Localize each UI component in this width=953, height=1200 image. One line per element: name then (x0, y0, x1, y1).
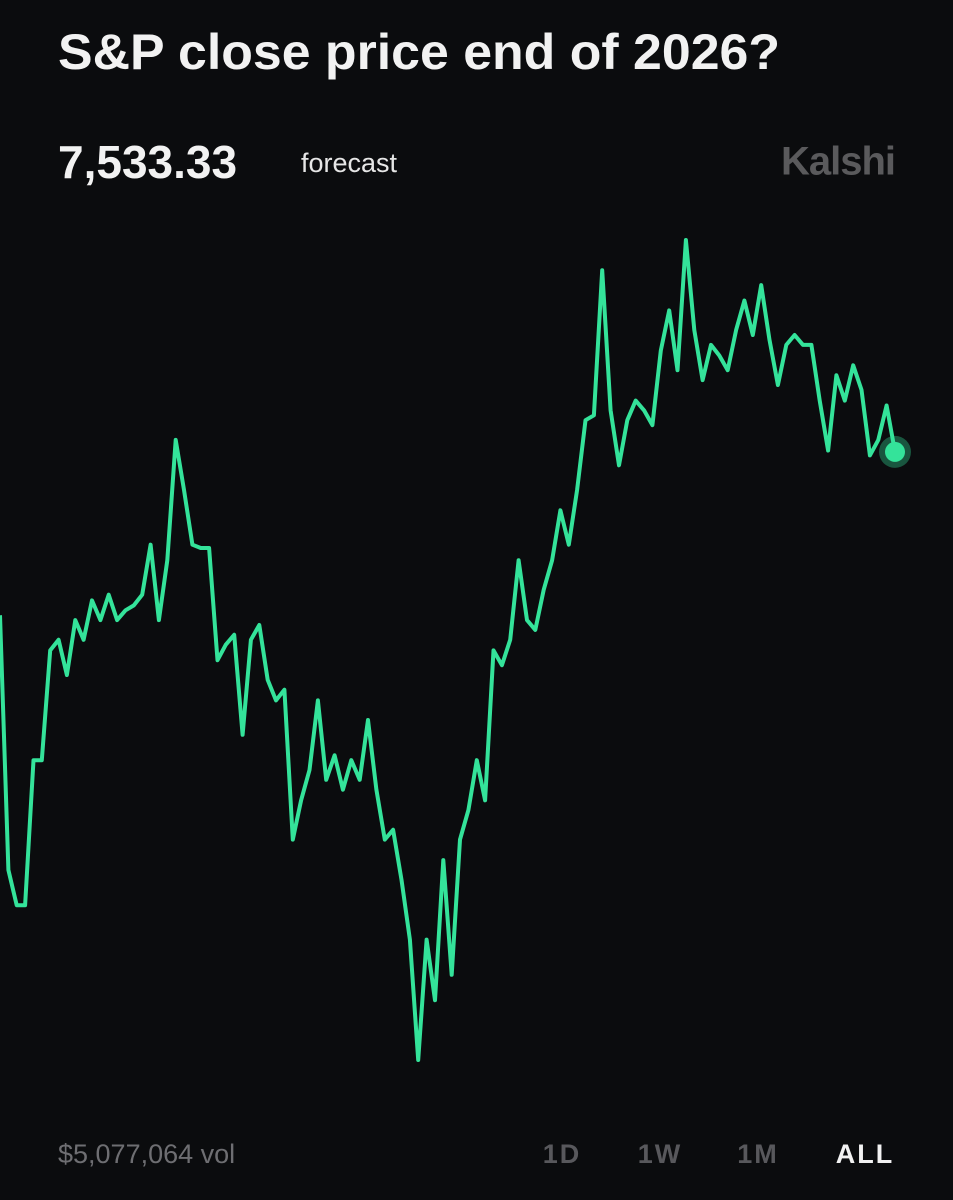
range-tab[interactable]: 1W (638, 1139, 683, 1169)
range-tabs: 1D 1W 1M ALL (543, 1139, 894, 1169)
brand: Kalshi (781, 140, 895, 184)
volume: $5,077,064 vol (58, 1139, 235, 1169)
price-line (0, 238, 897, 1062)
end-dot (885, 441, 905, 462)
plot (0, 238, 911, 1062)
range-tab[interactable]: 1D (543, 1139, 582, 1169)
range-tab[interactable]: 1M (737, 1139, 779, 1169)
forecast-label: forecast (301, 148, 398, 178)
title: S&P close price end of 2026? (58, 24, 780, 80)
range-tab[interactable]: ALL (836, 1139, 894, 1169)
forecast-value: 7,533.33 (58, 136, 237, 188)
